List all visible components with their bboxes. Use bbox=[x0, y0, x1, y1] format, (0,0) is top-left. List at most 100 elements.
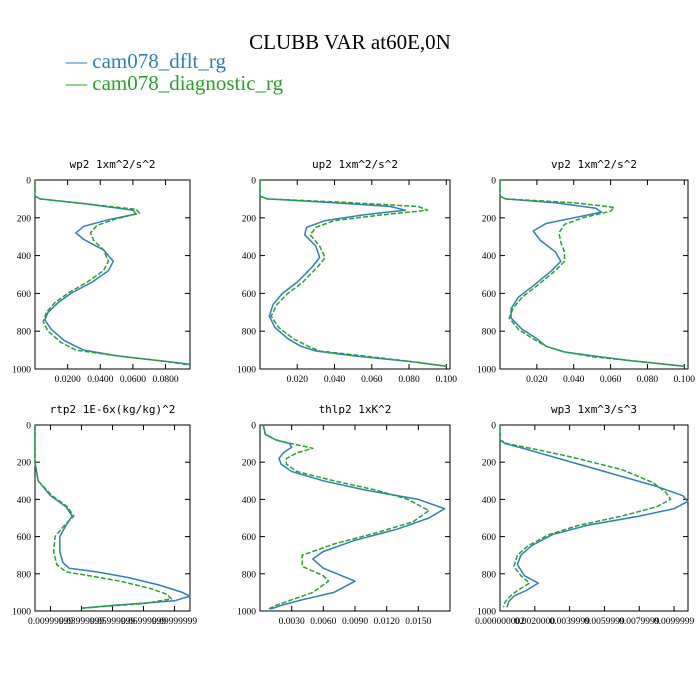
x-tick-label: 0.0060 bbox=[310, 617, 336, 627]
y-tick-label: 800 bbox=[482, 570, 497, 580]
x-tick-label: 0.100 bbox=[436, 375, 458, 385]
y-tick-label: 400 bbox=[17, 252, 32, 262]
series-line-1 bbox=[259, 180, 447, 367]
series-line-2 bbox=[262, 424, 430, 610]
y-tick-label: 200 bbox=[242, 459, 257, 469]
x-tick-label: 0.100 bbox=[674, 375, 696, 385]
y-tick-label: 400 bbox=[242, 252, 257, 262]
series-line-1 bbox=[499, 180, 685, 367]
y-tick-label: 600 bbox=[17, 533, 32, 543]
y-tick-label: 200 bbox=[17, 459, 32, 469]
y-tick-label: 800 bbox=[482, 328, 497, 338]
panel-title: vp2 1xm^2/s^2 bbox=[551, 158, 637, 171]
x-tick-label: 0.0600 bbox=[120, 375, 146, 385]
x-tick-label: 0.0120 bbox=[374, 617, 400, 627]
chart-panel-4: rtp2 1E-6x(kg/kg)^2 0 200 400 600 800 10000.00… bbox=[12, 403, 197, 627]
y-tick-label: 800 bbox=[242, 570, 257, 580]
x-tick-label: 0.040 bbox=[563, 375, 585, 385]
x-tick-label: 0.03999999 bbox=[59, 617, 104, 627]
y-tick-label: 0 bbox=[491, 177, 496, 187]
x-tick-label: 0.000000002 bbox=[475, 617, 525, 627]
x-tick-label: 0.0800 bbox=[152, 375, 178, 385]
y-tick-label: 800 bbox=[242, 328, 257, 338]
x-tick-label: 0.020 bbox=[287, 375, 309, 385]
y-tick-label: 200 bbox=[482, 214, 497, 224]
legend-entry-diagnostic: — cam078_diagnostic_rg bbox=[66, 71, 284, 95]
y-tick-label: 600 bbox=[482, 290, 497, 300]
series-line-2 bbox=[499, 425, 672, 608]
chart-panel-5: thlp2 1xK^2 0 200 400 600 800 1000 0.0030 0.0060… bbox=[237, 403, 451, 627]
x-tick-label: 0.0200 bbox=[55, 375, 81, 385]
series-line-1 bbox=[34, 425, 191, 609]
x-tick-label: 0.0059999 bbox=[584, 617, 625, 627]
x-tick-label: 0.0150 bbox=[405, 617, 431, 627]
y-tick-label: 1000 bbox=[12, 608, 31, 618]
plot-frame bbox=[499, 424, 689, 612]
x-tick-label: 0.020 bbox=[526, 375, 548, 385]
x-tick-label: 0.05999999 bbox=[90, 617, 135, 627]
series-line-1 bbox=[262, 424, 446, 610]
x-tick-label: 0.080 bbox=[637, 375, 659, 385]
plot-frame bbox=[259, 179, 451, 370]
y-tick-label: 800 bbox=[17, 570, 32, 580]
series-line-2 bbox=[259, 180, 447, 367]
panel-title: rtp2 1E-6x(kg/kg)^2 bbox=[50, 403, 176, 416]
y-tick-label: 200 bbox=[17, 214, 32, 224]
x-tick-label: 0.060 bbox=[361, 375, 383, 385]
series-line-1 bbox=[499, 425, 689, 608]
y-tick-label: 800 bbox=[17, 328, 32, 338]
chart-panel-3: vp2 1xm^2/s^2 0 200 400 600 800 1000 0.020 0.040… bbox=[477, 158, 695, 385]
plot-frame bbox=[34, 424, 191, 612]
x-tick-label: 0.060 bbox=[600, 375, 622, 385]
x-tick-label: 0.0400 bbox=[87, 375, 113, 385]
y-tick-label: 0 bbox=[26, 422, 31, 432]
x-tick-label: 0.00999999 bbox=[28, 617, 73, 627]
y-tick-label: 600 bbox=[242, 533, 257, 543]
chart-panel-6: wp3 1xm^3/s^3 0 200 400 600 800 10000.00000000… bbox=[475, 403, 694, 627]
y-tick-label: 600 bbox=[242, 290, 257, 300]
series-line-1 bbox=[34, 180, 191, 366]
y-tick-label: 0 bbox=[251, 422, 256, 432]
panel-title: thlp2 1xK^2 bbox=[319, 403, 392, 416]
chart-panel-2: up2 1xm^2/s^2 0 200 400 600 800 1000 0.020 0.040… bbox=[237, 158, 457, 385]
legend-entry-dflt: — cam078_dflt_rg bbox=[66, 49, 227, 73]
y-tick-label: 600 bbox=[482, 533, 497, 543]
y-tick-label: 0 bbox=[491, 422, 496, 432]
x-tick-label: 0.080 bbox=[398, 375, 420, 385]
x-tick-label: 0.0030 bbox=[279, 617, 305, 627]
panel-title: wp2 1xm^2/s^2 bbox=[69, 158, 155, 171]
x-tick-label: 0.0099999 bbox=[654, 617, 695, 627]
x-tick-label: 0.09999999 bbox=[152, 617, 197, 627]
y-tick-label: 1000 bbox=[12, 366, 31, 376]
plot-frame bbox=[259, 424, 451, 612]
chart-panel-1: wp2 1xm^2/s^2 0 200 400 600 800 1000 0.0200 0.04… bbox=[12, 158, 191, 385]
plot-frame bbox=[34, 179, 191, 370]
y-tick-label: 600 bbox=[17, 290, 32, 300]
series-line-2 bbox=[499, 180, 685, 367]
x-tick-label: 0.06999999 bbox=[121, 617, 166, 627]
x-tick-label: 0.0079999 bbox=[619, 617, 660, 627]
y-tick-label: 1000 bbox=[477, 366, 496, 376]
y-tick-label: 400 bbox=[242, 496, 257, 506]
y-tick-label: 1000 bbox=[237, 608, 256, 618]
y-tick-label: 400 bbox=[482, 496, 497, 506]
panel-title: up2 1xm^2/s^2 bbox=[312, 158, 398, 171]
y-tick-label: 400 bbox=[17, 496, 32, 506]
x-tick-label: 0.0039999 bbox=[549, 617, 590, 627]
chart-title: CLUBB VAR at60E,0N bbox=[249, 30, 451, 54]
y-tick-label: 400 bbox=[482, 252, 497, 262]
plot-frame bbox=[499, 179, 689, 370]
y-tick-label: 1000 bbox=[237, 366, 256, 376]
y-tick-label: 200 bbox=[482, 459, 497, 469]
x-tick-label: 0.0090 bbox=[342, 617, 368, 627]
x-tick-label: 0.0020000 bbox=[515, 617, 556, 627]
series-line-2 bbox=[34, 180, 191, 366]
y-tick-label: 0 bbox=[26, 177, 31, 187]
panel-title: wp3 1xm^3/s^3 bbox=[551, 403, 637, 416]
x-tick-label: 0.040 bbox=[324, 375, 346, 385]
y-tick-label: 0 bbox=[251, 177, 256, 187]
series-line-2 bbox=[34, 425, 173, 609]
y-tick-label: 200 bbox=[242, 214, 257, 224]
y-tick-label: 1000 bbox=[477, 608, 496, 618]
